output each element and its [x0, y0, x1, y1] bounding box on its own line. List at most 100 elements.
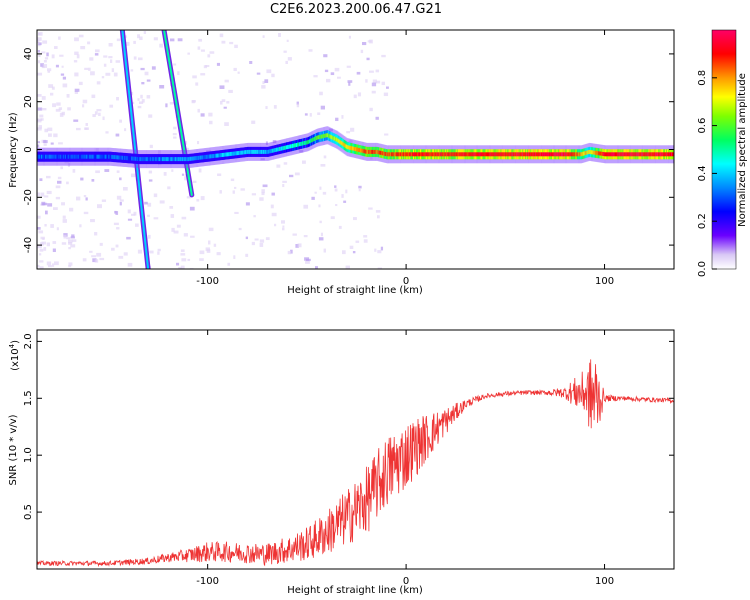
noise-speck [42, 64, 48, 68]
ridge-core [72, 154, 75, 159]
ridge-core [268, 149, 270, 154]
ridge-core [360, 148, 363, 153]
noise-speck [369, 107, 373, 112]
noise-speck [311, 196, 315, 200]
ridge-core [148, 157, 150, 162]
noise-speck [343, 200, 347, 203]
ridge-core [205, 154, 208, 159]
ridge-core [608, 152, 611, 157]
noise-speck [365, 79, 368, 83]
ridge-core [656, 152, 658, 157]
noise-speck [271, 212, 277, 217]
ridge-core [651, 152, 653, 157]
ridge-core [653, 152, 655, 157]
ridge-core [638, 152, 640, 157]
ridge-core [620, 152, 622, 157]
noise-speck [335, 117, 339, 122]
ridge-core [553, 152, 556, 157]
ridge-core [144, 157, 146, 162]
ridge-core [624, 152, 626, 157]
noise-speck [370, 156, 373, 160]
noise-speck [44, 57, 49, 60]
ridge-core [556, 152, 559, 157]
snr-y-multiplier-exponent: 4 [8, 343, 16, 348]
ridge-core [288, 144, 290, 149]
ridge-core [486, 152, 489, 157]
ridge-core [250, 149, 252, 154]
ridge-core [222, 152, 225, 157]
ridge-core [499, 152, 501, 157]
noise-speck [342, 250, 346, 255]
ridge-core [204, 155, 207, 159]
noise-speck [37, 94, 42, 97]
noise-speck [176, 262, 180, 266]
noise-speck [52, 103, 57, 108]
ridge-core [128, 156, 130, 161]
noise-speck [220, 100, 223, 105]
ridge-core [543, 152, 545, 157]
noise-speck [224, 79, 229, 83]
noise-speck [52, 263, 55, 267]
ridge-core [43, 154, 46, 159]
ridge-core [589, 150, 592, 154]
snr-plot-area [37, 330, 674, 569]
ridge-core [238, 151, 240, 155]
noise-speck [181, 216, 187, 220]
ridge-core [461, 152, 464, 157]
noise-speck [48, 84, 54, 88]
y-tick-label: -40 [23, 237, 34, 253]
noise-speck [362, 42, 367, 46]
ridge-core [39, 154, 41, 159]
ridge-core [384, 151, 386, 156]
noise-speck [37, 227, 41, 230]
ridge-core [282, 146, 284, 151]
noise-speck [38, 42, 42, 46]
noise-speck [353, 94, 357, 99]
ridge-core [198, 155, 201, 160]
noise-speck [143, 31, 147, 35]
ridge-core [291, 144, 293, 149]
ridge-core [184, 157, 187, 162]
ridge-core [243, 150, 245, 155]
ridge-core [301, 141, 304, 146]
noise-speck [39, 178, 43, 182]
ridge-core [566, 152, 569, 157]
ridge-core [40, 154, 42, 159]
noise-speck [37, 141, 41, 144]
ridge-core [579, 152, 582, 157]
ridge-core [129, 156, 131, 161]
ridge-core [38, 154, 40, 159]
ridge-core [196, 156, 199, 160]
ridge-core [240, 150, 242, 155]
noise-speck [95, 170, 100, 174]
noise-speck [253, 215, 256, 218]
ridge-core [419, 152, 421, 157]
noise-speck [266, 69, 272, 74]
ridge-core [339, 140, 342, 145]
ridge-core [343, 143, 346, 147]
ridge-core [591, 150, 594, 155]
noise-speck [237, 71, 240, 74]
ridge-core [241, 150, 243, 155]
noise-speck [232, 190, 235, 194]
spectrogram-x-ticks: -100 0 100 [196, 30, 614, 287]
ridge-core [60, 154, 63, 159]
noise-speck [349, 245, 354, 249]
ridge-core [393, 152, 395, 157]
ridge-core [130, 156, 132, 161]
ridge-core [124, 155, 126, 160]
noise-speck [70, 244, 76, 248]
ridge-core [330, 135, 333, 140]
ridge-core [381, 151, 383, 156]
ridge-core [41, 154, 43, 159]
noise-speck [184, 141, 188, 145]
ridge-core [156, 157, 158, 162]
noise-speck [181, 173, 184, 176]
noise-speck [323, 248, 327, 253]
ridge-core [472, 152, 475, 157]
noise-speck [111, 68, 115, 73]
noise-speck [56, 102, 61, 106]
noise-speck [209, 51, 215, 54]
snr-x-axis-label: Height of straight line (km) [287, 585, 423, 596]
